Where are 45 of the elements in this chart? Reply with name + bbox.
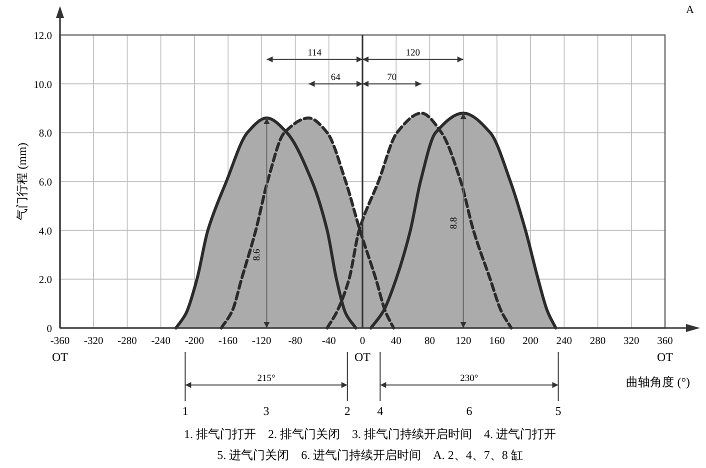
- text: 230°: [460, 374, 478, 384]
- annotation: 5: [555, 404, 562, 418]
- annotation: 114: [308, 48, 322, 58]
- text: 1. 排气门打开 2. 排气门关闭 3. 排气门持续开启时间 4. 进气门打开: [184, 427, 556, 441]
- y-tick-label: 2.0: [38, 275, 52, 286]
- x-tick-label: 80: [424, 336, 435, 347]
- y-tick-label: 10.0: [34, 80, 52, 91]
- y-tick-label: 0: [46, 324, 52, 335]
- x-tick-label: -160: [218, 336, 238, 347]
- x-tick-label: -40: [322, 336, 336, 347]
- x-tick-label: 120: [455, 336, 472, 347]
- annotation: 2: [344, 404, 350, 418]
- x-tick-label: 200: [522, 336, 538, 347]
- x-tick-label: -320: [84, 336, 104, 347]
- x-tick-label: -120: [252, 336, 272, 347]
- annotation: 4: [377, 404, 384, 418]
- text: 5. 进气门关闭 6. 进气门持续开启时间 A. 2、4、7、8 缸: [217, 448, 523, 462]
- y-tick-label: 6.0: [38, 178, 52, 188]
- annotation: 70: [387, 72, 397, 83]
- x-tick-label: 160: [489, 336, 505, 347]
- annotation: 8.6: [252, 248, 263, 261]
- x-tick-label: -360 OT: [50, 336, 70, 364]
- x-tick-label: -280: [118, 336, 137, 347]
- text: 3: [263, 404, 270, 418]
- annotation: 120: [406, 48, 420, 58]
- text: 215°: [257, 374, 276, 384]
- x-axis-title: 曲轴角度 (°): [626, 375, 690, 389]
- x-tick-label: 280: [590, 336, 606, 347]
- y-axis-title: 气门行程 (mm): [15, 142, 29, 220]
- annotation: 1: [182, 404, 188, 418]
- x-tick-label: 240: [556, 336, 572, 347]
- y-tick-label: 12.0: [34, 31, 52, 42]
- y-tick-label: 4.0: [38, 226, 52, 238]
- annotation: 64: [330, 72, 341, 83]
- x-tick-label: -240: [151, 336, 170, 347]
- x-tick-label: 0 OT: [354, 336, 372, 364]
- x-tick-label: -200: [184, 336, 204, 347]
- text: 6: [466, 404, 472, 418]
- annotation: 8.8: [449, 216, 460, 229]
- y-tick-label: 8.0: [38, 128, 52, 140]
- text: A: [686, 4, 694, 16]
- x-tick-label: -80: [288, 336, 302, 347]
- x-tick-label: 320: [624, 336, 640, 347]
- x-tick-label: 40: [390, 336, 402, 347]
- x-tick-label: 360 OT: [657, 336, 674, 364]
